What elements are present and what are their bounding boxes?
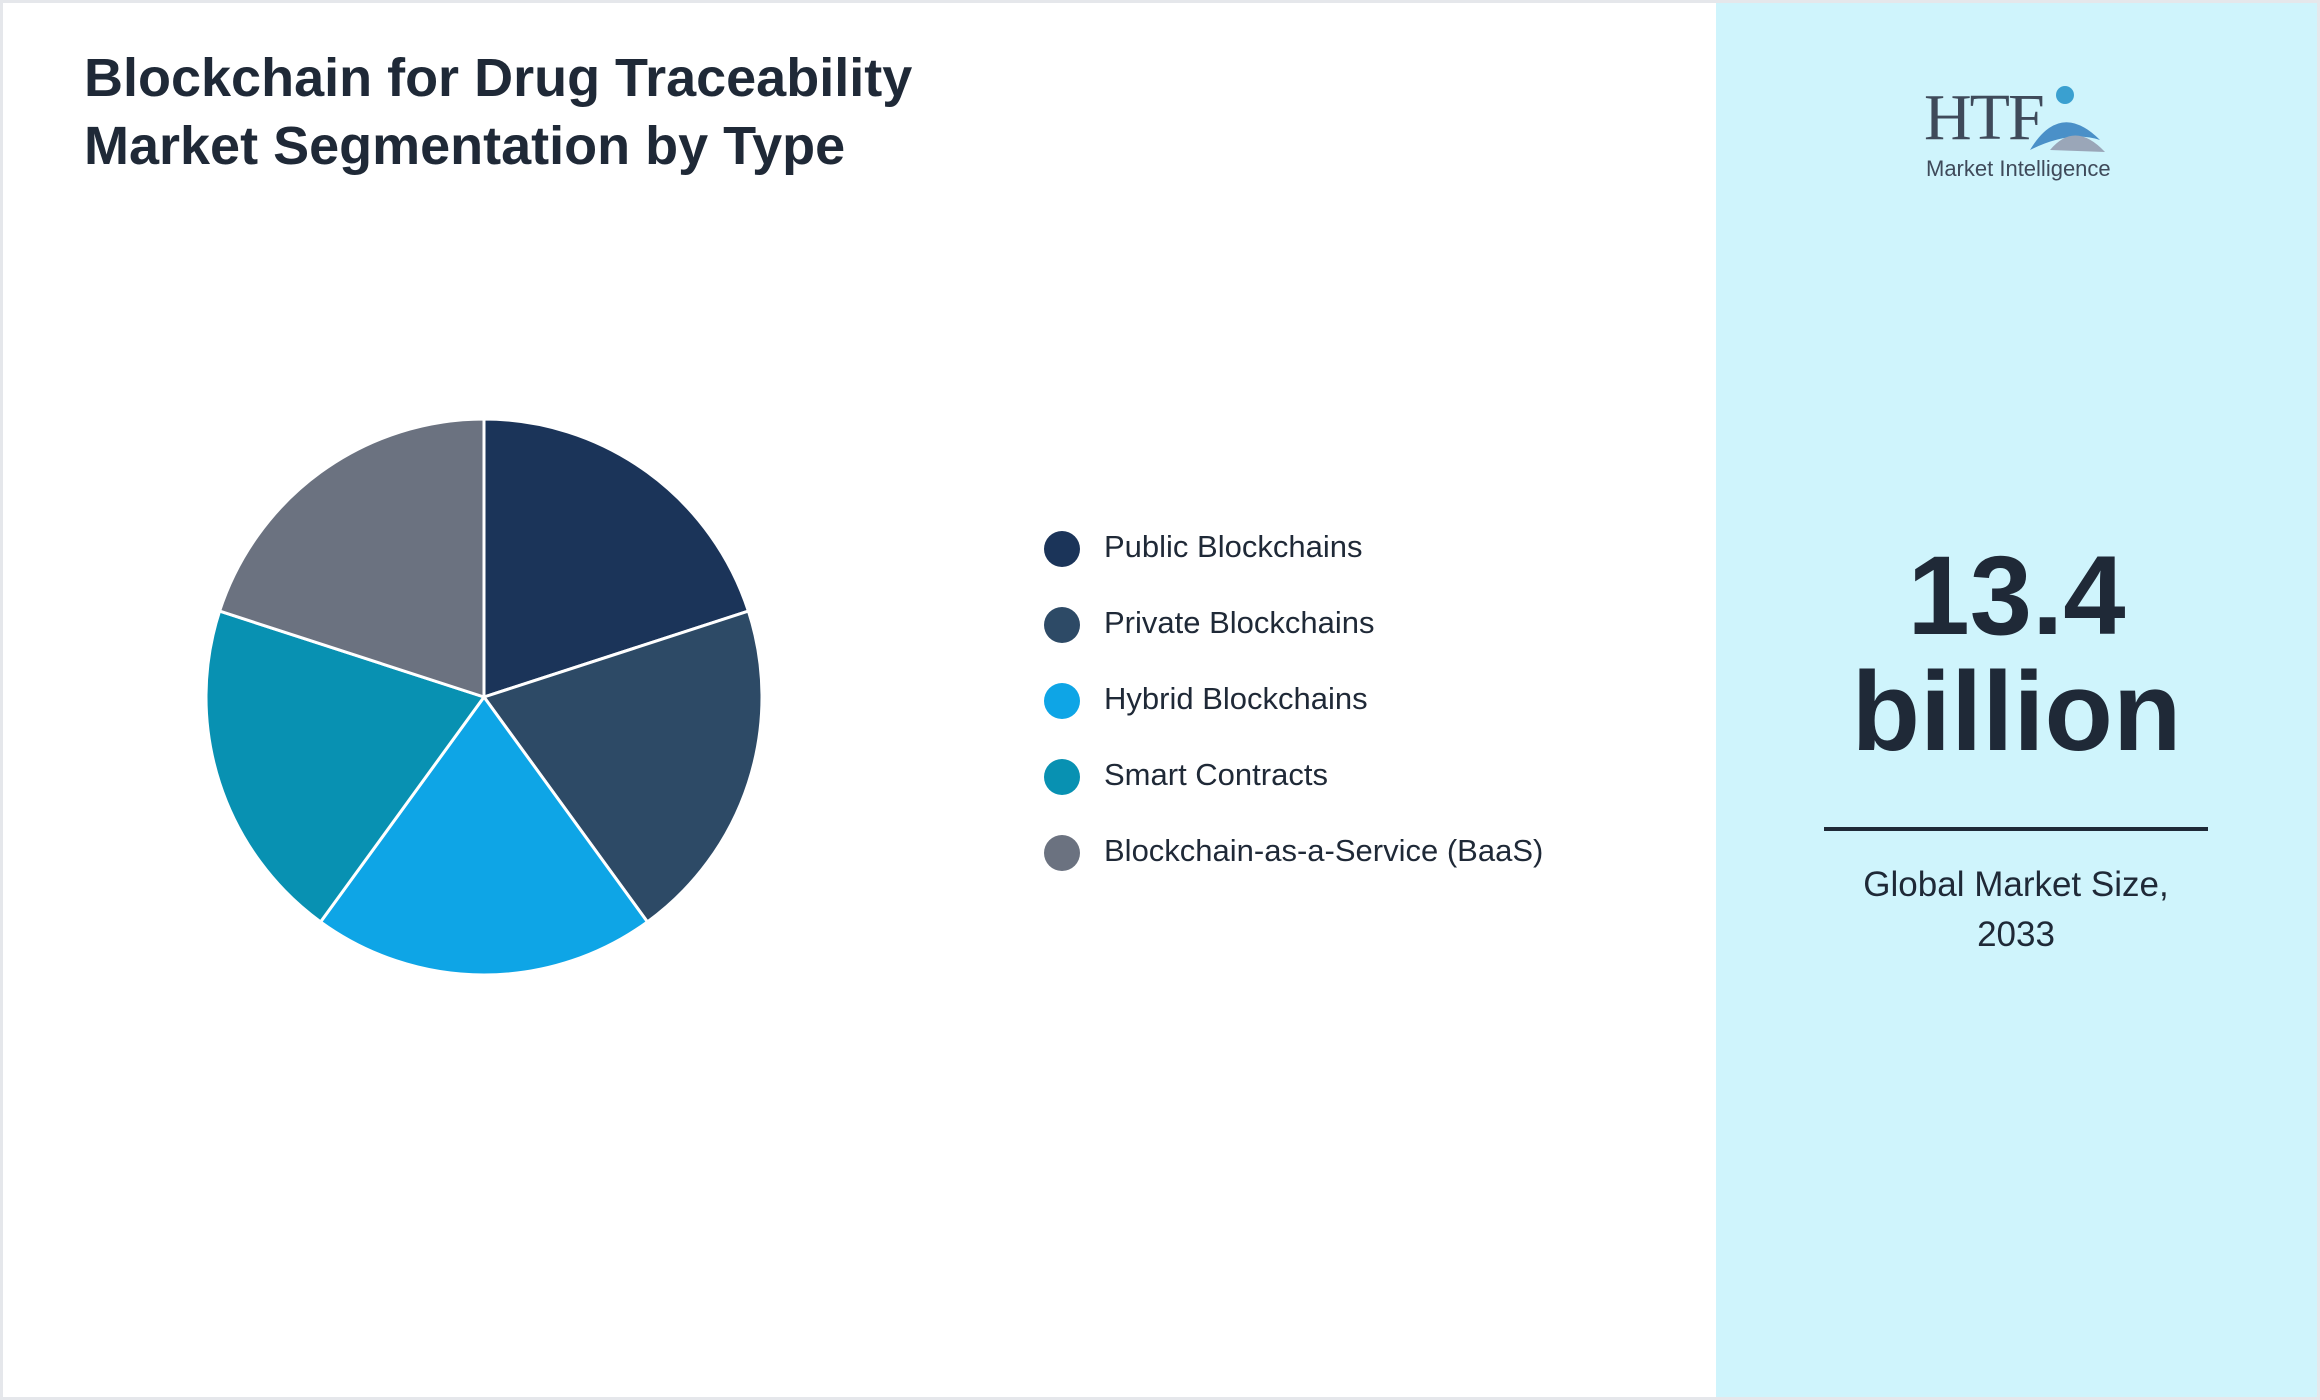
legend-swatch [1044, 607, 1080, 643]
legend-swatch [1044, 835, 1080, 871]
side-panel [1716, 3, 2317, 1397]
logo-text: Market Intelligence [1926, 156, 2111, 181]
pie-slice [481, 609, 764, 925]
logo-icon [2030, 86, 2105, 152]
legend-label: Blockchain-as-a-Service (BaaS) [1104, 833, 1543, 868]
legend-label: Hybrid Blockchains [1104, 681, 1368, 716]
logo-mark: HTF [1924, 81, 2045, 154]
divider [1824, 827, 2208, 831]
title-line: Market Segmentation by Type [84, 116, 846, 176]
title-line: Blockchain for Drug Traceability [84, 48, 913, 108]
pie-slice [204, 609, 487, 925]
market-value: 13.4 [1907, 533, 2126, 658]
legend-swatch [1044, 759, 1080, 795]
legend-label: Smart Contracts [1104, 757, 1328, 792]
legend-swatch [1044, 683, 1080, 719]
pie-slice [318, 694, 650, 977]
legend-label: Public Blockchains [1104, 529, 1362, 564]
title: Blockchain for Drug Traceability Market … [84, 44, 912, 180]
chart: Public Blockchains Private Blockchains Hyb… [204, 417, 1543, 977]
pie-slice [217, 417, 486, 700]
market-caption: Global Market Size, 2033 [1863, 865, 2169, 954]
pie-slice [482, 417, 751, 700]
market-unit: billion [1851, 649, 2182, 774]
legend-swatch [1044, 531, 1080, 567]
legend-label: Private Blockchains [1104, 605, 1375, 640]
